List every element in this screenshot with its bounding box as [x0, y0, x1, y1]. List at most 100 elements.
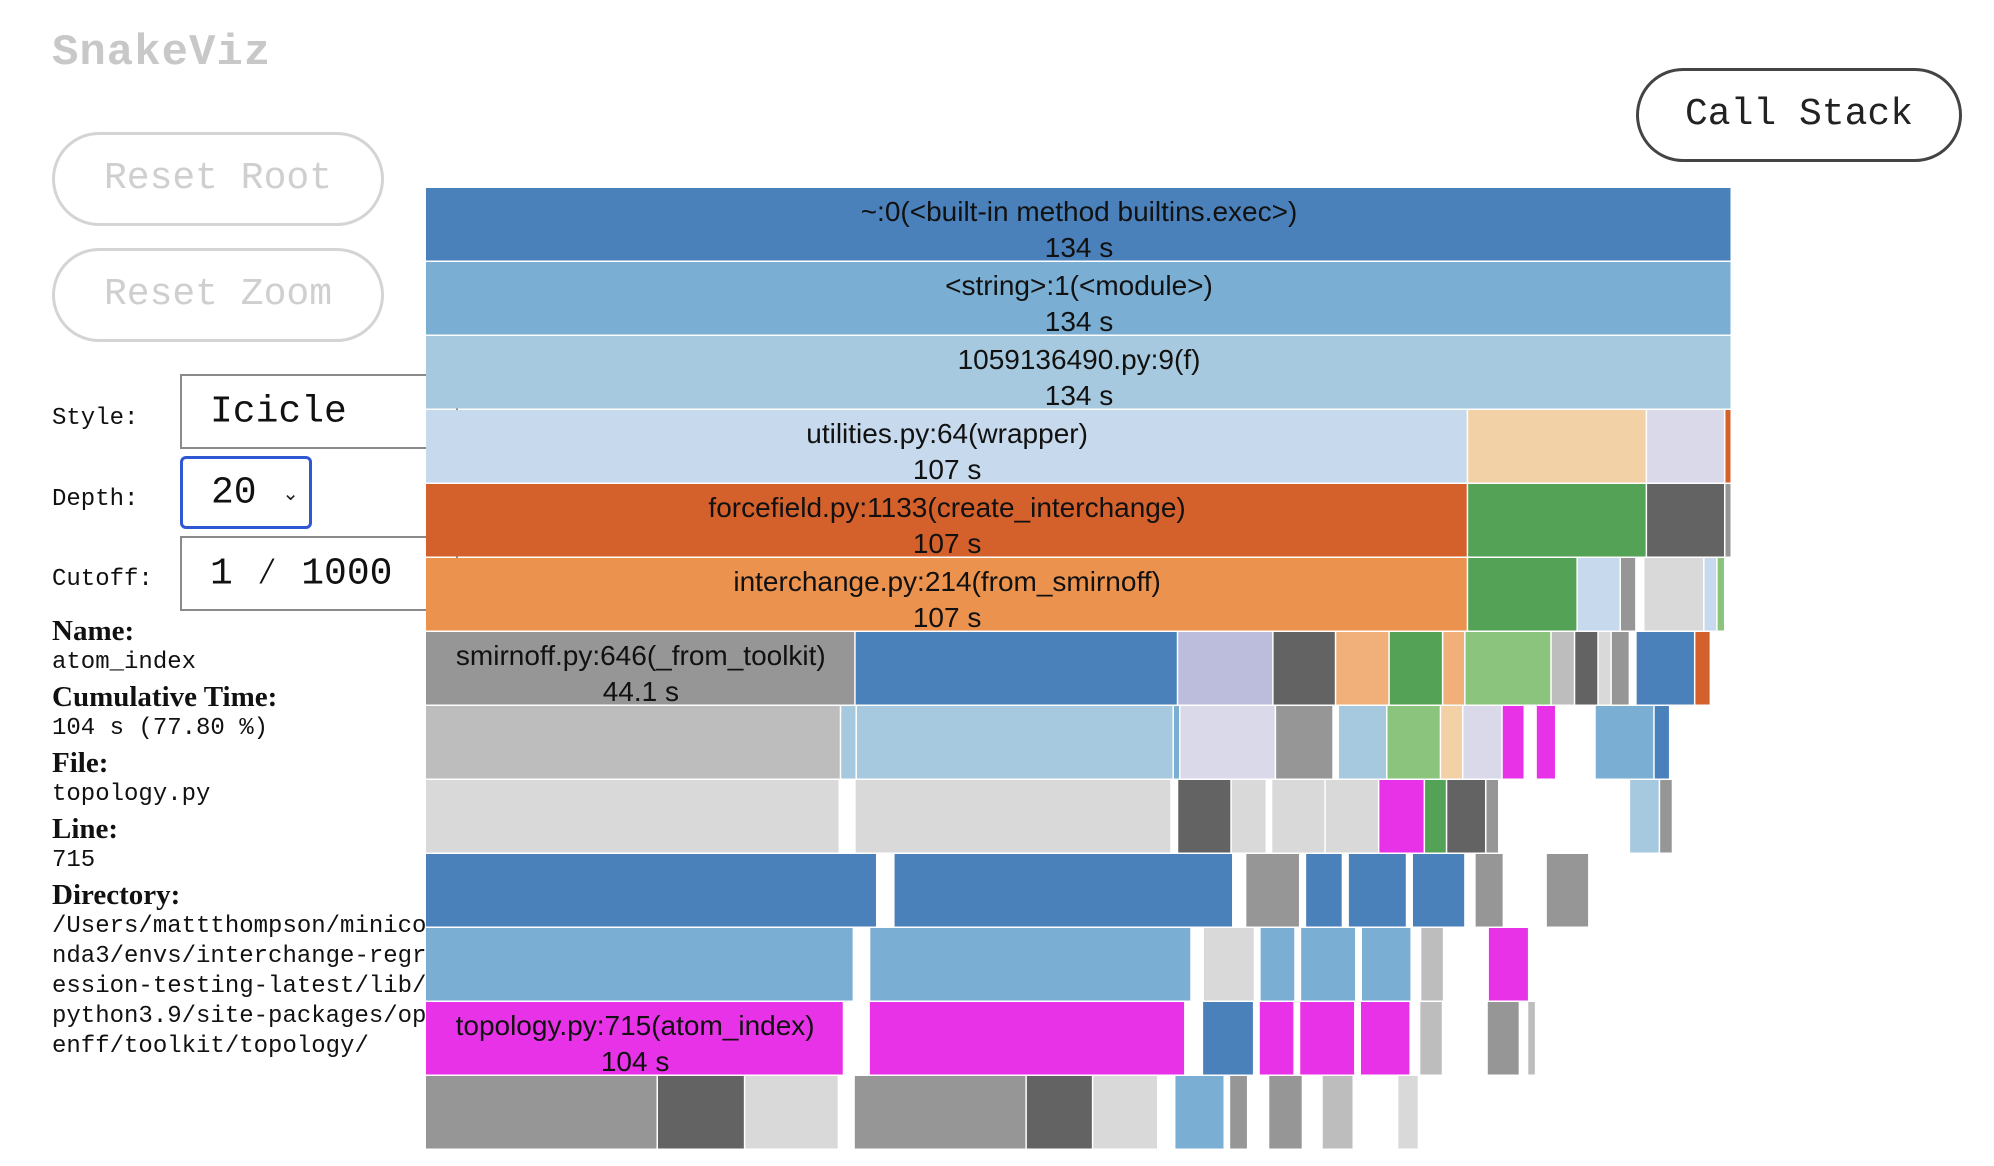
call-block-rect[interactable]	[1272, 780, 1325, 853]
call-block[interactable]	[1636, 632, 1694, 705]
call-block-rect[interactable]	[1546, 854, 1589, 927]
call-block[interactable]: interchange.py:214(from_smirnoff) 107 s	[426, 558, 1467, 633]
call-block[interactable]	[426, 854, 876, 927]
call-block[interactable]	[1725, 410, 1731, 483]
call-block-rect[interactable]	[1361, 928, 1411, 1001]
call-block-rect[interactable]	[1420, 1002, 1442, 1075]
call-block-rect[interactable]	[1647, 484, 1724, 557]
call-block[interactable]	[1269, 1076, 1302, 1149]
call-block-rect[interactable]	[1175, 1076, 1224, 1149]
call-block-rect[interactable]	[1487, 1002, 1519, 1075]
call-block-rect[interactable]	[1647, 410, 1724, 483]
call-block[interactable]	[1644, 558, 1704, 631]
call-block-rect[interactable]	[1486, 780, 1499, 853]
call-block[interactable]	[1468, 558, 1577, 631]
call-block[interactable]	[1546, 854, 1589, 927]
call-block[interactable]	[1325, 780, 1378, 853]
call-block[interactable]	[1203, 1002, 1253, 1075]
call-block[interactable]	[1360, 1002, 1410, 1075]
call-block-rect[interactable]	[1636, 632, 1694, 705]
call-block-rect[interactable]	[1447, 780, 1485, 853]
call-block-rect[interactable]	[1336, 632, 1389, 705]
call-block[interactable]	[1361, 928, 1411, 1001]
call-block-rect[interactable]	[1595, 706, 1654, 779]
call-block-rect[interactable]	[1178, 632, 1273, 705]
reset-zoom-button[interactable]: Reset Zoom	[52, 248, 384, 342]
call-block[interactable]	[1536, 706, 1555, 779]
call-block[interactable]	[1611, 632, 1629, 705]
call-block[interactable]	[1231, 780, 1266, 853]
call-block[interactable]	[1577, 558, 1620, 631]
call-block-rect[interactable]	[1246, 854, 1299, 927]
call-block-rect[interactable]	[1173, 706, 1180, 779]
call-block-rect[interactable]	[1325, 780, 1378, 853]
call-block-rect[interactable]	[1630, 780, 1659, 853]
call-block[interactable]	[870, 928, 1191, 1001]
call-block[interactable]	[1420, 1002, 1442, 1075]
call-block-rect[interactable]	[1660, 780, 1672, 853]
call-block-rect[interactable]	[1468, 410, 1646, 483]
call-block[interactable]	[426, 1076, 657, 1149]
call-block[interactable]	[1468, 410, 1646, 483]
call-block-rect[interactable]	[894, 854, 1233, 927]
call-block-rect[interactable]	[1468, 484, 1646, 557]
call-block[interactable]	[854, 1076, 1026, 1149]
call-block[interactable]	[1203, 928, 1254, 1001]
call-block-rect[interactable]	[1502, 706, 1524, 779]
call-block[interactable]	[1398, 1076, 1418, 1149]
call-block[interactable]	[1660, 780, 1672, 853]
call-block[interactable]	[1379, 780, 1424, 853]
call-block[interactable]	[1647, 410, 1724, 483]
call-block[interactable]	[1272, 780, 1325, 853]
call-block-rect[interactable]	[1180, 706, 1275, 779]
call-block-rect[interactable]	[1725, 484, 1731, 557]
call-block-rect[interactable]	[426, 188, 1731, 261]
call-stack-button[interactable]: Call Stack	[1636, 68, 1962, 162]
call-block-rect[interactable]	[1575, 632, 1598, 705]
call-block[interactable]	[1487, 1002, 1519, 1075]
call-block-rect[interactable]	[1441, 706, 1462, 779]
call-block[interactable]	[1468, 484, 1646, 557]
call-block[interactable]	[856, 706, 1173, 779]
call-block[interactable]	[1336, 632, 1389, 705]
call-block[interactable]	[1447, 780, 1485, 853]
call-block-rect[interactable]	[856, 706, 1173, 779]
call-block-rect[interactable]	[1260, 928, 1295, 1001]
call-block-rect[interactable]	[1379, 780, 1424, 853]
call-block-rect[interactable]	[1463, 706, 1502, 779]
call-block[interactable]	[1300, 1002, 1355, 1075]
call-block-rect[interactable]	[1348, 854, 1406, 927]
call-block[interactable]	[1465, 632, 1551, 705]
call-block-rect[interactable]	[869, 1002, 1185, 1075]
call-block[interactable]	[1551, 632, 1574, 705]
call-block-rect[interactable]	[1577, 558, 1620, 631]
call-block-rect[interactable]	[426, 484, 1467, 557]
call-block[interactable]	[1443, 632, 1465, 705]
call-block-rect[interactable]	[1425, 780, 1446, 853]
call-block-rect[interactable]	[426, 706, 840, 779]
call-block-rect[interactable]	[1230, 1076, 1247, 1149]
call-block[interactable]	[1306, 854, 1342, 927]
call-block[interactable]	[1620, 558, 1636, 631]
call-block[interactable]	[1093, 1076, 1158, 1149]
call-block-rect[interactable]	[426, 1076, 657, 1149]
style-select[interactable]: Icicle ⌄	[180, 374, 458, 449]
call-block[interactable]	[1246, 854, 1299, 927]
call-block[interactable]	[1178, 632, 1273, 705]
call-block[interactable]	[1259, 1002, 1294, 1075]
call-block[interactable]	[1717, 558, 1724, 631]
call-block-rect[interactable]	[1389, 632, 1442, 705]
call-block[interactable]: forcefield.py:1133(create_interchange) 10…	[426, 484, 1467, 559]
call-block[interactable]	[1387, 706, 1440, 779]
call-block-rect[interactable]	[1717, 558, 1724, 631]
call-block-rect[interactable]	[1412, 854, 1465, 927]
call-block-rect[interactable]	[1259, 1002, 1294, 1075]
call-block-rect[interactable]	[1300, 1002, 1355, 1075]
call-block-rect[interactable]	[426, 632, 855, 705]
call-block-rect[interactable]	[870, 928, 1191, 1001]
call-block-rect[interactable]	[1551, 632, 1574, 705]
call-block[interactable]	[855, 632, 1177, 705]
call-block[interactable]	[1322, 1076, 1353, 1149]
call-block[interactable]	[869, 1002, 1185, 1075]
call-block-rect[interactable]	[1468, 558, 1577, 631]
